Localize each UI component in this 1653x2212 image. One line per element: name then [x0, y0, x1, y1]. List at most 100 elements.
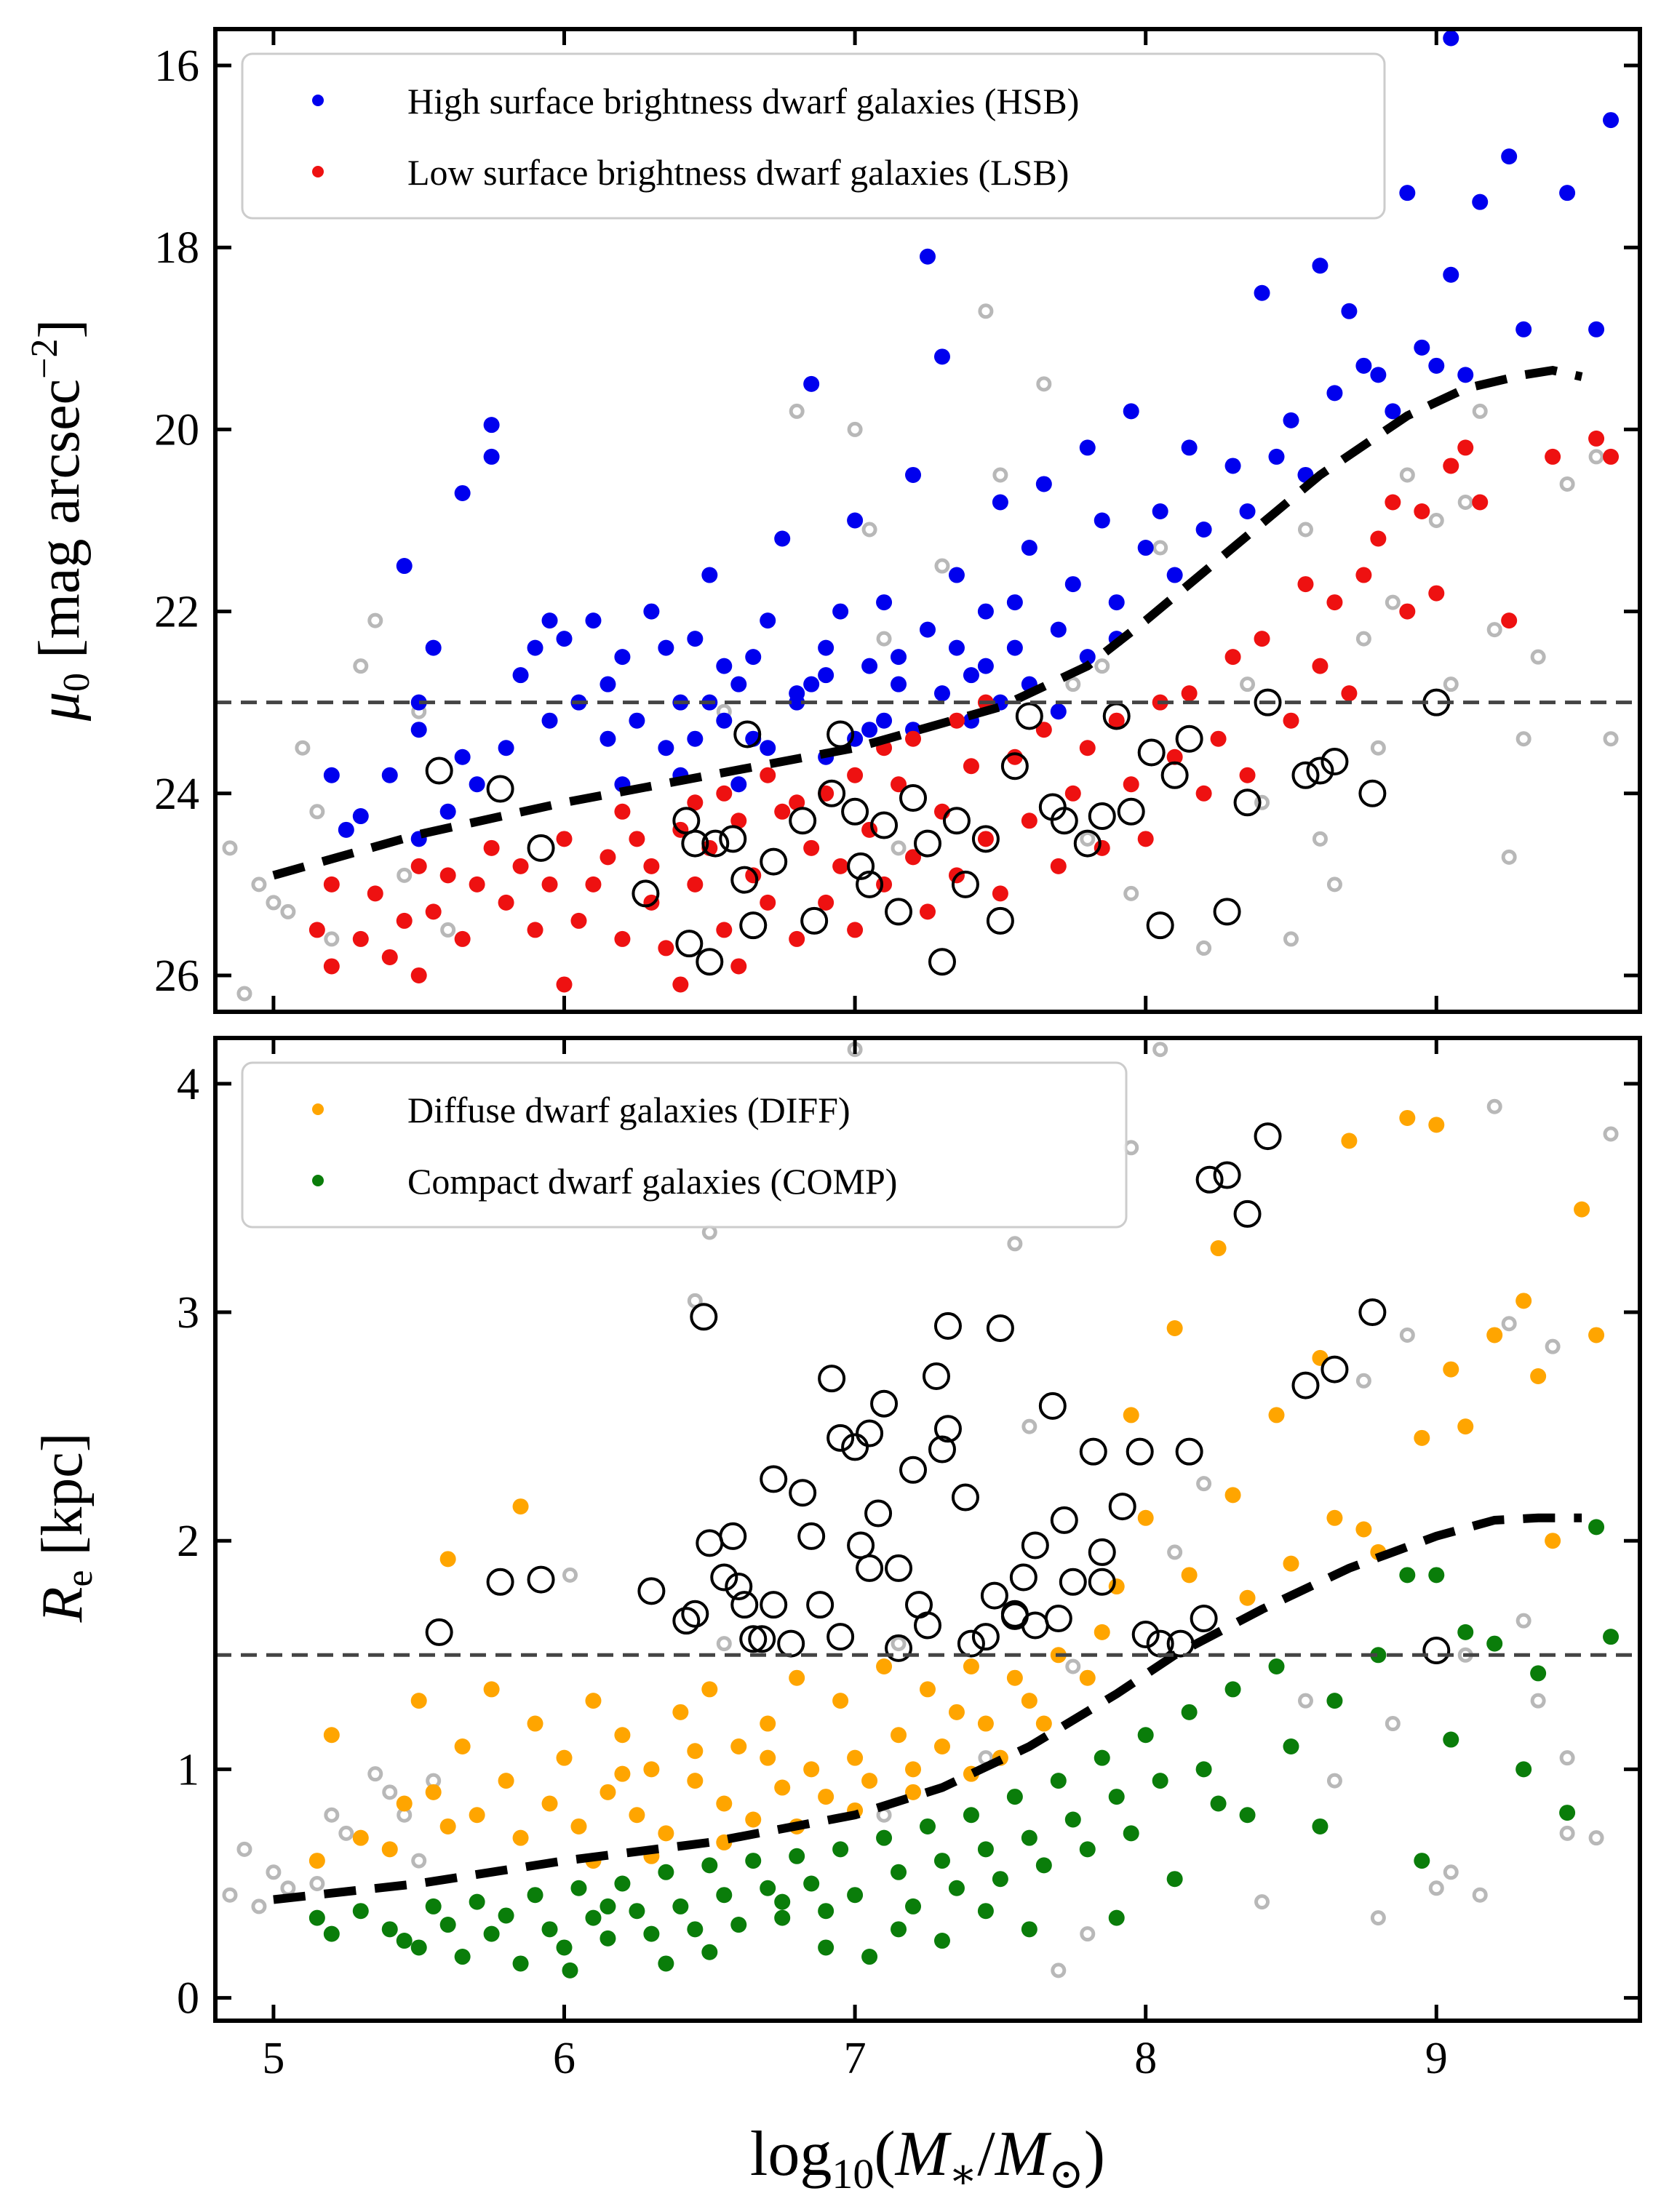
- top-point-unclassified-19: [992, 467, 1008, 483]
- bottom-point-diff-53: [1123, 1407, 1139, 1424]
- bottom-point-comp-40: [933, 1853, 950, 1869]
- bottom-point-comp-79: [562, 1962, 578, 1979]
- top-point-hsb-101: [1443, 266, 1459, 283]
- top-point-lsb-40: [818, 894, 835, 911]
- top-point-unclassified-17: [934, 558, 950, 574]
- top-point-hsb-60: [933, 348, 950, 365]
- top-point-lsb-85: [1472, 494, 1489, 511]
- bottom-point-comp-25: [716, 1887, 733, 1904]
- top-point-hsb-28: [643, 603, 660, 620]
- bottom-point-comp-7: [454, 1949, 471, 1965]
- legend-marker-lsb: [312, 166, 324, 177]
- bottom-point-comp-65: [1326, 1693, 1343, 1709]
- top-point-outlined-24: [942, 807, 971, 835]
- bottom-point-comp-52: [1108, 1789, 1125, 1805]
- bottom-point-comp-3: [381, 1921, 398, 1938]
- top-point-hsb-79: [1123, 403, 1139, 420]
- bottom-ytick-label-3: 3: [177, 1288, 199, 1338]
- bottom-point-comp-49: [1064, 1811, 1081, 1828]
- top-point-hsb-0: [323, 767, 340, 783]
- bottom-point-outlined-56: [1254, 1122, 1282, 1151]
- bottom-point-diff-77: [1588, 1327, 1605, 1343]
- bottom-point-unclassified-32: [1399, 1327, 1415, 1343]
- top-point-outlined-27: [986, 906, 1014, 935]
- bottom-point-outlined-33: [928, 1435, 956, 1464]
- top-point-lsb-9: [425, 903, 442, 920]
- top-point-hsb-33: [687, 631, 704, 647]
- bottom-point-comp-36: [876, 1829, 893, 1846]
- bottom-point-outlined-60: [1422, 1637, 1451, 1665]
- top-point-outlined-45: [1321, 747, 1349, 775]
- bottom-point-comp-86: [774, 1893, 791, 1910]
- bottom-point-comp-50: [1079, 1841, 1096, 1858]
- top-point-hsb-30: [658, 639, 674, 656]
- top-ytick-label-24: 24: [154, 770, 199, 819]
- bottom-point-diff-2: [352, 1829, 369, 1846]
- top-point-lsb-29: [687, 876, 704, 893]
- bottom-point-diff-55: [1166, 1320, 1183, 1337]
- bottom-point-diff-57: [1210, 1240, 1227, 1257]
- top-point-outlined-3: [632, 879, 660, 908]
- top-point-hsb-67: [1006, 639, 1023, 656]
- bottom-point-diff-73: [1515, 1293, 1532, 1309]
- bottom-point-diff-1: [323, 1727, 340, 1744]
- bottom-point-comp-5: [425, 1898, 442, 1914]
- bottom-point-diff-3: [381, 1841, 398, 1858]
- bottom-point-diff-24: [687, 1773, 704, 1789]
- top-point-outlined-37: [1146, 911, 1174, 940]
- top-point-unclassified-26: [1240, 676, 1256, 692]
- top-point-hsb-45: [803, 375, 820, 392]
- top-point-lsb-72: [1283, 712, 1299, 729]
- bottom-point-comp-8: [469, 1893, 485, 1910]
- top-point-unclassified-44: [1603, 731, 1619, 747]
- bottom-point-outlined-40: [986, 1314, 1014, 1343]
- top-point-hsb-57: [920, 621, 936, 638]
- bottom-point-diff-37: [876, 1658, 893, 1675]
- bottom-point-outlined-12: [739, 1625, 768, 1653]
- top-point-lsb-77: [1355, 567, 1372, 583]
- bottom-point-diff-23: [672, 1704, 689, 1720]
- top-ylabel: μ0 [mag arcsec−2]: [24, 319, 97, 722]
- bottom-point-comp-16: [585, 1909, 602, 1926]
- bottom-xtick-label-5: 5: [262, 2034, 284, 2083]
- bottom-point-outlined-18: [806, 1591, 835, 1619]
- bottom-ylabel-subscript: e: [59, 1570, 100, 1586]
- bottom-point-comp-71: [1457, 1624, 1474, 1640]
- top-point-hsb-65: [992, 494, 1008, 511]
- top-point-outlined-23: [928, 948, 956, 976]
- top-point-lsb-80: [1399, 603, 1416, 620]
- bottom-point-outlined-28: [885, 1554, 913, 1582]
- top-point-hsb-11: [483, 417, 500, 434]
- bottom-point-diff-32: [803, 1761, 820, 1778]
- top-point-unclassified-7: [324, 931, 340, 947]
- top-point-hsb-97: [1399, 185, 1416, 201]
- top-point-lsb-2: [323, 876, 340, 893]
- bottom-point-diff-8: [454, 1738, 471, 1754]
- bottom-point-comp-83: [1021, 1921, 1037, 1938]
- top-point-hsb-51: [861, 658, 878, 674]
- top-point-hsb-93: [1341, 303, 1358, 319]
- top-point-outlined-6: [701, 829, 730, 858]
- top-point-lsb-68: [1210, 730, 1227, 747]
- top-point-outlined-2: [527, 834, 555, 862]
- top-point-lsb-16: [527, 922, 543, 938]
- top-point-unclassified-39: [1486, 622, 1502, 638]
- top-point-hsb-41: [760, 740, 776, 756]
- top-point-lsb-79: [1385, 494, 1401, 511]
- top-point-hsb-71: [1050, 621, 1067, 638]
- top-point-lsb-57: [1050, 858, 1067, 874]
- bottom-point-comp-89: [658, 1955, 674, 1972]
- bottom-point-outlined-29: [885, 1634, 913, 1662]
- bottom-point-diff-79: [439, 1551, 456, 1568]
- top-point-outlined-18: [856, 870, 884, 898]
- top-point-lsb-31: [716, 922, 733, 938]
- top-point-hsb-108: [1588, 321, 1605, 338]
- bottom-point-diff-47: [1021, 1693, 1037, 1709]
- bottom-point-comp-9: [483, 1925, 500, 1942]
- bottom-point-outlined-1: [486, 1568, 514, 1596]
- top-point-lsb-48: [920, 903, 936, 920]
- top-point-outlined-31: [1050, 807, 1078, 835]
- top-point-outlined-42: [1254, 688, 1282, 716]
- top-point-hsb-42: [774, 530, 791, 547]
- bottom-point-outlined-13: [748, 1625, 776, 1653]
